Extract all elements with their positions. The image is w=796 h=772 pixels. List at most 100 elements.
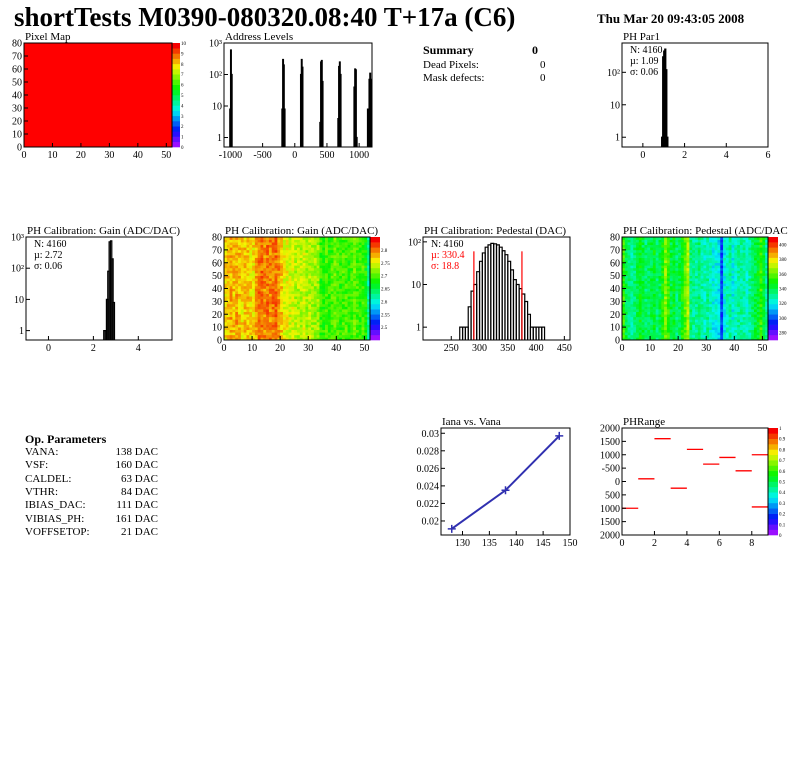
heatmap-cell: [706, 291, 710, 294]
heatmap-cell: [731, 329, 735, 333]
heatmap-cell: [350, 311, 354, 315]
heatmap-cell: [364, 270, 368, 274]
heatmap-cell: [260, 298, 264, 302]
heatmap-cell: [717, 298, 721, 302]
heatmap-cell: [249, 244, 253, 248]
heatmap-cell: [319, 337, 323, 341]
colorbar-tick-label: 320: [779, 302, 787, 307]
heatmap-cell: [257, 298, 261, 302]
heatmap-cell: [291, 316, 295, 320]
heatmap-cell: [282, 239, 287, 243]
heatmap-cell: [627, 275, 631, 279]
heatmap-cell: [647, 257, 651, 261]
heatmap-cell: [252, 275, 256, 279]
heatmap-cell: [347, 337, 351, 341]
heatmap-cell: [355, 329, 360, 333]
heatmap-cell: [240, 332, 244, 336]
heatmap-cell: [680, 288, 685, 292]
heatmap-cell: [367, 239, 371, 243]
heatmap-cell: [274, 244, 278, 248]
heatmap-cell: [753, 239, 758, 243]
heatmap-cell: [302, 321, 306, 325]
heatmap-cell: [249, 265, 253, 269]
heatmap-cell: [709, 319, 713, 323]
heatmap-cell: [257, 239, 261, 243]
heatmap-cell: [336, 309, 340, 312]
heatmap-cell: [689, 239, 693, 243]
heatmap-cell: [655, 249, 659, 253]
heatmap-cell: [647, 252, 651, 256]
heatmap-cell: [709, 262, 713, 266]
colorbar-tick-label: 0: [181, 146, 184, 151]
heatmap-cell: [706, 260, 710, 264]
heatmap-cell: [308, 301, 312, 305]
heatmap-cell: [330, 280, 334, 284]
heatmap-cell: [624, 257, 628, 261]
heatmap-cell: [305, 280, 309, 284]
heatmap-cell: [355, 319, 360, 323]
heatmap-cell: [751, 334, 755, 338]
heatmap-cell: [711, 247, 715, 251]
heatmap-cell: [689, 278, 693, 282]
heatmap-cell: [291, 242, 295, 246]
heatmap-cell: [695, 244, 699, 248]
heatmap-cell: [294, 319, 298, 323]
heatmap-cell: [308, 291, 312, 294]
heatmap-cell: [274, 303, 278, 307]
heatmap-cell: [672, 288, 676, 292]
heatmap-cell: [723, 288, 727, 292]
heatmap-cell: [669, 303, 673, 307]
heatmap-cell: [678, 332, 682, 336]
heatmap-cell: [644, 270, 648, 274]
heatmap-cell: [333, 252, 337, 256]
heatmap-cell: [714, 252, 718, 256]
heatmap-cell: [235, 273, 239, 276]
heatmap-cell: [280, 262, 284, 266]
heatmap-cell: [622, 296, 626, 300]
heatmap-cell: [762, 249, 766, 253]
heatmap-cell: [367, 293, 371, 297]
heatmap-cell: [762, 309, 766, 312]
heatmap-cell: [319, 329, 323, 333]
canvas-date: Thu Mar 20 09:43:05 2008: [597, 11, 745, 26]
heatmap-cell: [683, 273, 687, 276]
heatmap-cell: [277, 293, 281, 297]
heatmap-cell: [263, 285, 267, 289]
heatmap-cell: [675, 257, 679, 261]
heatmap-cell: [229, 296, 233, 300]
heatmap-cell: [686, 288, 690, 292]
heatmap-cell: [695, 288, 699, 292]
heatmap-cell: [313, 283, 317, 287]
heatmap-cell: [229, 309, 233, 312]
heatmap-cell: [347, 301, 351, 305]
heatmap-cell: [330, 237, 334, 240]
heatmap-cell: [734, 270, 738, 274]
heatmap-cell: [703, 242, 707, 246]
heatmap-cell: [692, 291, 696, 294]
heatmap-cell: [226, 247, 230, 251]
heatmap-cell: [333, 324, 337, 328]
heatmap-cell: [308, 293, 312, 297]
x-tick-label: 140: [509, 538, 524, 549]
heatmap-cell: [330, 270, 334, 274]
heatmap-cell: [731, 265, 735, 269]
heatmap-cell: [675, 260, 679, 264]
heatmap-cell: [669, 255, 673, 258]
heatmap-cell: [344, 321, 348, 325]
heatmap-cell: [745, 247, 749, 251]
heatmap-cell: [282, 257, 287, 261]
heatmap-cell: [288, 273, 292, 276]
heatmap-cell: [238, 296, 242, 300]
heatmap-cell: [257, 255, 261, 258]
heatmap-cell: [627, 280, 631, 284]
heatmap-cell: [706, 329, 710, 333]
heatmap-cell: [361, 275, 365, 279]
x-tick-label: 6: [717, 538, 722, 549]
heatmap-cell: [680, 260, 685, 264]
heatmap-cell: [238, 303, 242, 307]
heatmap-cell: [641, 255, 645, 258]
heatmap-cell: [330, 293, 334, 297]
heatmap-cell: [263, 283, 267, 287]
heatmap-cell: [260, 267, 264, 271]
colorbar-cell: [768, 273, 778, 279]
